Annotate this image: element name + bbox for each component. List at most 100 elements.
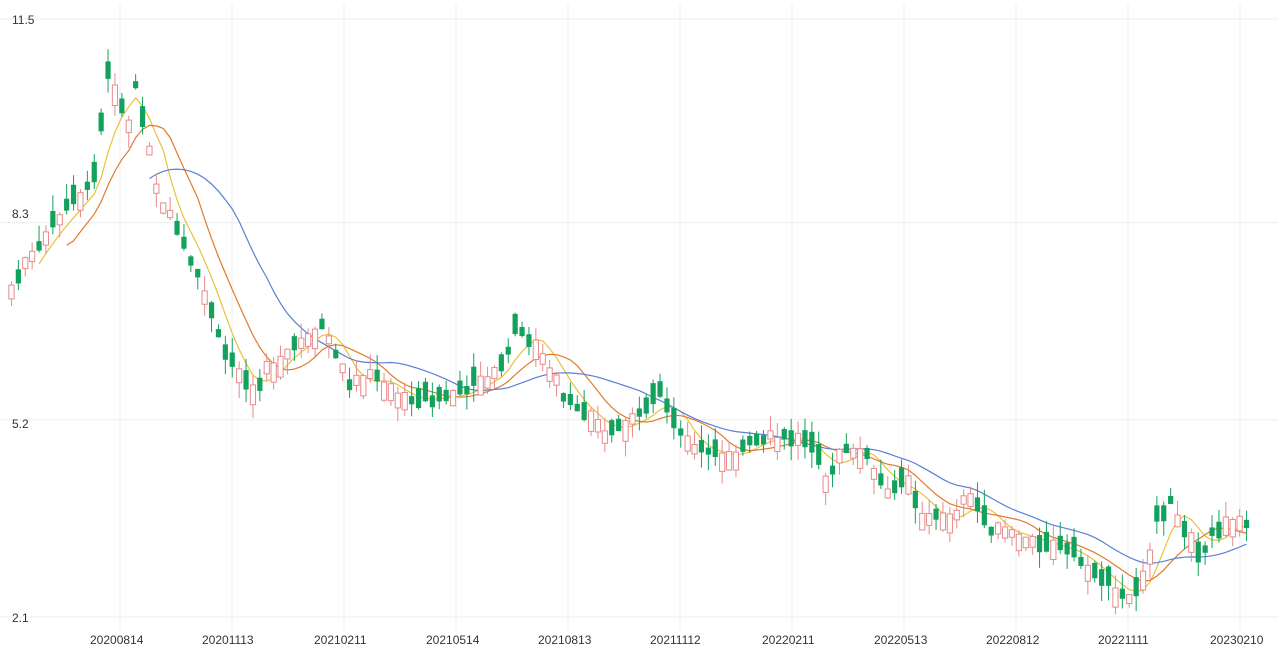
candle-down	[878, 473, 884, 486]
candle-up	[1229, 518, 1236, 538]
moving-averages	[38, 96, 1247, 593]
candle-down	[712, 439, 718, 458]
candle-down	[429, 395, 435, 408]
y-tick-label: 5.2	[12, 417, 29, 431]
candle-down	[1209, 527, 1215, 536]
candle-down	[181, 236, 187, 249]
x-tick-label: 20200814	[90, 633, 144, 647]
candle-up	[850, 447, 857, 459]
candle-down	[526, 334, 532, 348]
candle-up	[387, 383, 395, 402]
candle-down	[816, 444, 822, 465]
y-tick-label: 11.5	[12, 13, 35, 27]
candle-up	[153, 183, 160, 194]
candle-up	[1146, 549, 1154, 565]
candle-up	[360, 375, 367, 397]
candle-down	[609, 420, 615, 436]
candle-up	[284, 348, 291, 360]
candle-up	[1112, 587, 1119, 608]
candle-down	[574, 403, 580, 412]
candle-up	[77, 192, 84, 211]
candle-up	[263, 360, 270, 375]
candle-down	[747, 435, 753, 446]
candle-down	[1168, 495, 1174, 504]
candle-down	[1202, 545, 1208, 553]
candle-up	[732, 451, 740, 471]
candle-down	[457, 380, 463, 395]
candle-up	[236, 368, 243, 384]
candle-down	[195, 268, 201, 278]
candle-down	[788, 430, 794, 447]
candle-up	[967, 493, 974, 508]
candle-up	[960, 495, 967, 505]
candle-down	[174, 220, 180, 235]
candle-up	[1001, 526, 1009, 539]
candle-up	[325, 335, 332, 345]
candle-down	[1119, 588, 1125, 599]
candle-down	[105, 61, 111, 79]
x-tick-label: 20210813	[538, 633, 592, 647]
candle-down	[643, 397, 649, 414]
candle-up	[953, 509, 960, 521]
y-tick-label: 8.3	[12, 207, 29, 221]
candle-up	[484, 376, 491, 389]
candle-down	[1099, 569, 1105, 586]
candle-down	[892, 480, 898, 494]
candle-down	[760, 435, 767, 445]
candle-down	[1092, 562, 1098, 579]
candle-down	[98, 112, 104, 132]
x-tick-label: 20230210	[1210, 633, 1264, 647]
candle-down	[1078, 556, 1084, 567]
candle-down	[333, 349, 339, 359]
candle-down	[1043, 531, 1050, 552]
candle-up	[401, 391, 408, 411]
x-tick-label: 20210514	[426, 633, 480, 647]
candle-down	[1154, 505, 1160, 522]
candle-down	[1133, 577, 1139, 597]
candle-up	[353, 374, 360, 386]
candle-down	[988, 526, 994, 536]
candle-up	[42, 231, 50, 246]
candle-up	[1050, 539, 1057, 560]
y-tick-label: 2.1	[12, 611, 29, 625]
candle-down	[740, 439, 746, 452]
candle-up	[56, 214, 63, 226]
candle-up	[767, 430, 774, 440]
candle-down	[657, 381, 663, 397]
candle-down	[974, 497, 981, 512]
candle-down	[215, 329, 222, 338]
candle-down	[705, 447, 711, 455]
candle-up	[870, 468, 878, 480]
candle-down	[581, 402, 587, 421]
candles	[8, 49, 1250, 615]
candle-up	[532, 339, 539, 361]
candle-down	[84, 181, 90, 190]
candle-down	[36, 241, 42, 251]
candle-up	[1139, 570, 1147, 591]
candle-up	[691, 444, 698, 455]
grid-lines	[0, 5, 1278, 630]
candle-down	[464, 385, 470, 395]
candle-up	[270, 362, 277, 383]
candle-down	[1064, 542, 1070, 555]
candle-down	[933, 508, 939, 520]
candle-down	[374, 369, 380, 382]
candle-up	[1188, 532, 1195, 553]
candle-up	[277, 355, 284, 378]
candle-down	[809, 431, 815, 453]
candle-down	[422, 381, 429, 402]
candle-down	[1105, 566, 1112, 586]
candle-up	[380, 381, 388, 401]
candle-down	[1216, 521, 1222, 539]
candle-up	[146, 145, 153, 156]
x-tick-label: 20210211	[314, 633, 367, 647]
candle-up	[1174, 514, 1181, 528]
x-tick-label: 20220513	[874, 633, 928, 647]
candle-up	[725, 450, 733, 471]
candle-down	[519, 326, 525, 337]
candle-down	[781, 429, 787, 440]
candle-down	[912, 490, 918, 509]
candle-up	[298, 337, 305, 349]
candle-up	[449, 390, 457, 407]
candle-up	[367, 369, 374, 380]
